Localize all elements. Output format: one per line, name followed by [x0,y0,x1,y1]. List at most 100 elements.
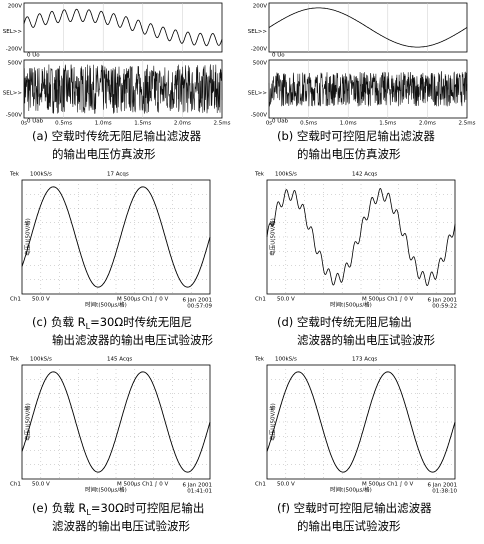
caption-text: (c) 负载 R [32,315,86,329]
x-tick-label: 0.5ms [55,121,72,127]
scope-footer: Ch1 [255,297,266,303]
axis-label: 0 Uo [27,53,40,59]
scope-header: 142 Acqs [352,172,377,178]
x-tick-label: 1.5ms [134,121,151,127]
x-tick-label: 2.5ms [214,121,231,127]
y-axis-label: 电压U(50V/格) [24,218,32,255]
axis-label: SEL>> [248,91,268,97]
x-tick-label: 0.5ms [300,121,317,127]
waveform [268,7,468,48]
axis-label: 200V [253,4,267,10]
axis-label: -200V [251,47,267,53]
scope-footer: M 500μs Ch1 ∫ 0 V [117,297,169,303]
axis-label: -200V [6,47,22,53]
x-tick-label: 2.0ms [419,121,436,127]
scope-header: Tek [9,172,20,178]
x-axis-label: 时间t(500μs/格) [85,301,127,309]
scope-header: Tek [254,172,265,178]
caption-line: (a) 空载时传统无阻尼输出滤波器 [32,129,202,143]
caption-text: (b) 空载时可控阻尼输出滤波器 [277,129,435,143]
scope-footer: M 500μs Ch1 ∫ 0 V [117,482,169,488]
scope-footer: M 500μs Ch1 ∫ 0 V [362,482,414,488]
scope-footer: Ch1 [255,482,266,488]
y-axis-label: 电压U(50V/格) [269,403,277,440]
y-axis-label: 电压U(50V/格) [269,218,277,255]
caption-line: 的输出电压仿真波形 [297,147,401,161]
scope-header: 17 Acqs [107,172,129,178]
axis-label: SEL>> [3,29,23,35]
caption-text: 滤波器的输出电压试验波形 [52,519,190,533]
caption-line: (f) 空载时可控阻尼输出滤波器 [277,501,432,515]
plot-box [23,2,223,53]
waveform [23,64,223,114]
scope-header: 100kS/s [275,357,297,363]
axis-label: 0 Uo [272,53,285,59]
scope-footer: 00:57:09 [187,304,212,310]
x-axis-label: 时间t(500μs/格) [330,301,372,309]
axis-label: 500V [253,61,267,67]
x-tick-label: 0s [21,121,27,127]
caption-text: (a) 空载时传统无阻尼输出滤波器 [32,129,202,143]
axis-label: 0 Uab [272,119,289,125]
x-tick-label: 2.0ms [174,121,191,127]
x-tick-label: 0s [266,121,272,127]
scope-footer: 6 Jan 2001 [428,298,457,304]
scope-header: 100kS/s [275,172,297,178]
scope-footer: 00:59:22 [432,304,457,310]
caption-text: 滤波器的输出电压试验波形 [297,333,435,347]
waveform [21,186,211,288]
scope-header: 100kS/s [30,172,52,178]
scope-footer: M 500μs Ch1 ∫ 0 V [362,297,414,303]
caption-text: (f) 空载时可控阻尼输出滤波器 [277,501,432,515]
caption-text: =30Ω时传统无阻尼 [90,315,192,329]
caption-line: 的输出电压仿真波形 [52,147,156,161]
scope-header: Tek [9,357,20,363]
scope-footer: 50.0 V [32,482,50,488]
caption-text: 的输出电压仿真波形 [52,147,156,161]
waveform [266,188,456,287]
caption-text: L [86,322,91,331]
scope-footer: 6 Jan 2001 [428,483,457,489]
caption-line: 的输出电压试验波形 [297,519,401,533]
axis-label: -500V [251,113,267,119]
scope-header: Tek [254,357,265,363]
waveform [23,8,223,47]
x-tick-label: 1.0ms [95,121,112,127]
scope-footer: 6 Jan 2001 [183,483,212,489]
axis-label: 200V [8,4,22,10]
caption-line: (c) 负载 RL=30Ω时传统无阻尼 [32,315,192,332]
caption-line: (b) 空载时可控阻尼输出滤波器 [277,129,435,143]
caption-line: 滤波器的输出电压试验波形 [297,333,435,347]
scope-footer: 50.0 V [277,297,295,303]
caption-line: 滤波器的输出电压试验波形 [52,519,190,533]
caption-text: =30Ω时可控阻尼输出 [91,501,205,515]
caption-text: 的输出电压仿真波形 [297,147,401,161]
caption-text: 的输出电压试验波形 [297,519,401,533]
caption-text: 输出滤波器的输出电压试验波形 [52,333,213,347]
x-tick-label: 1.5ms [379,121,396,127]
scope-footer: Ch1 [10,297,21,303]
axis-label: SEL>> [248,29,268,35]
scope-header: 145 Acqs [107,357,132,363]
axis-label: -500V [6,113,22,119]
scope-footer: Ch1 [10,482,21,488]
caption-line: (e) 负载 RL=30Ω时可控阻尼输出 [32,501,204,518]
waveform [266,371,456,473]
waveform [21,371,211,473]
axis-label: SEL>> [3,91,23,97]
caption-text: L [86,508,91,517]
x-tick-label: 2.5ms [459,121,476,127]
scope-footer: 01:38:10 [432,489,457,495]
scope-footer: 50.0 V [32,297,50,303]
caption-text: (d) 空载时传统无阻尼输出 [277,315,412,329]
axis-label: 0 Uab [27,119,44,125]
x-axis-label: 时间t(500μs/格) [85,486,127,494]
axis-label: 500V [8,61,22,67]
scope-header: 100kS/s [30,357,52,363]
scope-header: 173 Acqs [352,357,377,363]
y-axis-label: 电压U(50V/格) [24,403,32,440]
waveform [268,70,468,107]
caption-line: (d) 空载时传统无阻尼输出 [277,315,412,329]
caption-text: (e) 负载 R [32,501,86,515]
